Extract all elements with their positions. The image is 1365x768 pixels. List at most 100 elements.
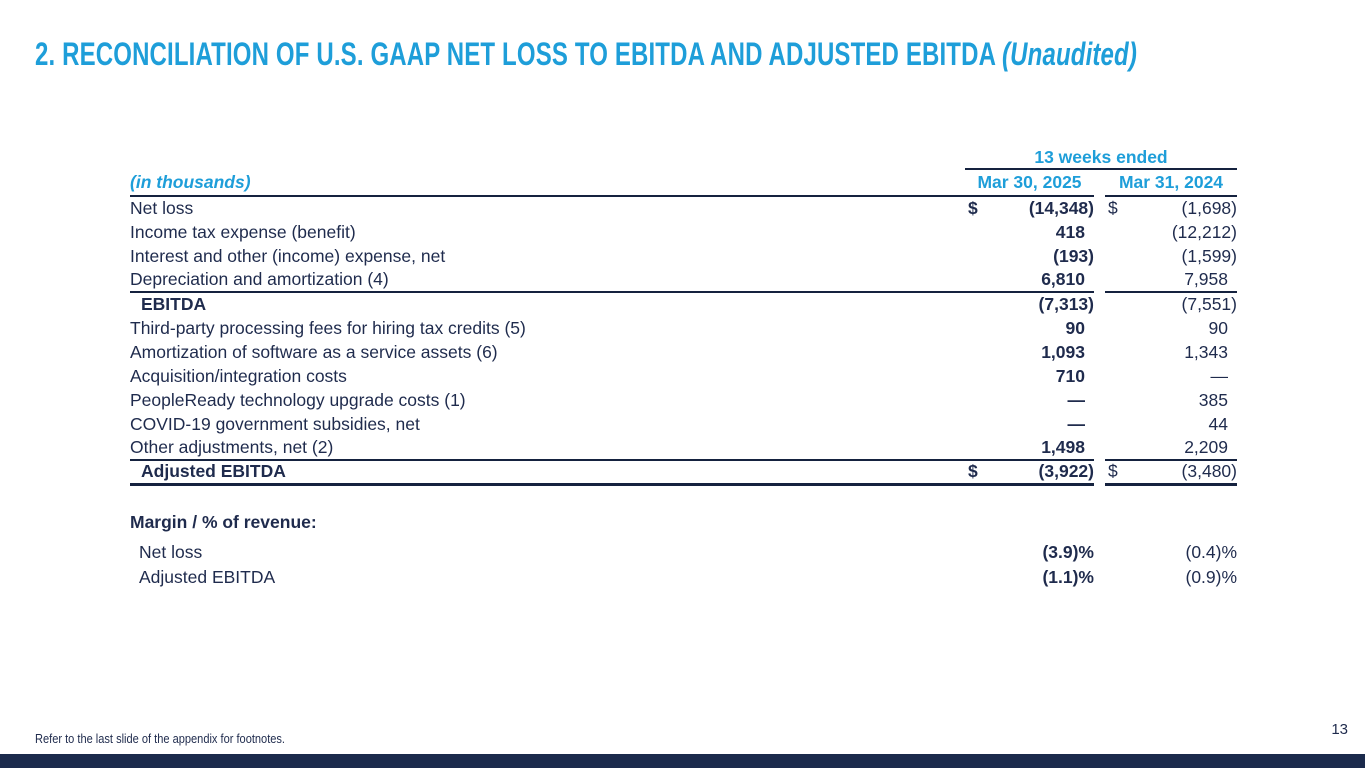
column-gap: [1094, 388, 1105, 412]
value-2024: (7,551): [1181, 294, 1237, 314]
row-label: Net loss: [130, 198, 194, 218]
value-2024: (0.9)%: [1185, 567, 1238, 587]
row-label: COVID-19 government subsidies, net: [130, 413, 420, 434]
table-row-peopleready-upgrade: PeopleReady technology upgrade costs (1)…: [130, 388, 1237, 412]
dollar-sign-2025: [965, 412, 995, 436]
row-label: Depreciation and amortization (4): [130, 268, 965, 293]
value-2024: —: [1210, 365, 1229, 386]
value-2025: 418: [1055, 221, 1085, 242]
value-2024: (12,212): [1171, 221, 1237, 242]
dollar-sign-2024: [1105, 340, 1137, 364]
margin-row-net-loss: Net loss (3.9)% (0.4)%: [130, 540, 1237, 565]
column-gap: [1094, 460, 1105, 484]
value-2024: 385: [1198, 389, 1228, 410]
column-header-2024: Mar 31, 2024: [1105, 169, 1237, 197]
column-gap: [1094, 268, 1105, 292]
value-2025: 6,810: [995, 268, 1094, 293]
page-title: 2. RECONCILIATION OF U.S. GAAP NET LOSS …: [35, 36, 1137, 73]
table-row-interest: Interest and other (income) expense, net…: [130, 244, 1237, 268]
table-row-income-tax: Income tax expense (benefit) 418 (12,212…: [130, 220, 1237, 244]
value-2025: (193): [1053, 245, 1094, 266]
dollar-sign-2025: $: [965, 460, 995, 486]
column-gap: [1094, 220, 1105, 244]
margin-heading-row: Margin / % of revenue:: [130, 508, 1237, 540]
value-2025: (3,922): [995, 460, 1094, 486]
row-label: Amortization of software as a service as…: [130, 341, 498, 362]
value-2024: 2,209: [1137, 436, 1237, 461]
column-gap: [1094, 169, 1105, 196]
value-2024: 90: [1208, 317, 1228, 338]
spacer-cell: [1105, 565, 1137, 590]
spacer-cell: [1105, 540, 1137, 565]
dollar-sign-2025: [965, 364, 995, 388]
column-gap: [1094, 412, 1105, 436]
value-2025: (3.9)%: [1042, 542, 1094, 562]
column-gap: [1094, 364, 1105, 388]
table-row-other-adjustments: Other adjustments, net (2) 1,498 2,209: [130, 436, 1237, 461]
column-header-row: (in thousands) Mar 30, 2025 Mar 31, 2024: [130, 169, 1237, 197]
table-row-third-party-fees: Third-party processing fees for hiring t…: [130, 316, 1237, 340]
row-label: Acquisition/integration costs: [130, 365, 347, 386]
table-row-covid-subsidies: COVID-19 government subsidies, net — 44: [130, 412, 1237, 436]
dollar-sign-2025: [965, 316, 995, 340]
value-2025: (7,313): [1038, 294, 1094, 314]
column-gap: [1094, 292, 1105, 316]
column-gap: [1094, 316, 1105, 340]
column-gap: [1094, 436, 1105, 460]
column-gap: [1094, 244, 1105, 268]
column-gap: [1094, 340, 1105, 364]
column-gap: [1094, 196, 1105, 220]
value-2025: (1.1)%: [1042, 567, 1094, 587]
table-row-saas-amortization: Amortization of software as a service as…: [130, 340, 1237, 364]
dollar-sign-2025: [965, 244, 995, 268]
margin-heading: Margin / % of revenue:: [130, 512, 317, 532]
row-label: Adjusted EBITDA: [139, 567, 276, 587]
dollar-sign-2025: [965, 268, 995, 293]
period-header: 13 weeks ended: [965, 147, 1237, 170]
dollar-sign-2024: [1105, 436, 1137, 461]
column-gap: [1094, 540, 1105, 565]
row-label: Interest and other (income) expense, net: [130, 245, 446, 266]
footnote: Refer to the last slide of the appendix …: [35, 731, 286, 746]
dollar-sign-2024: [1105, 388, 1137, 412]
dollar-sign-2025: [965, 220, 995, 244]
unit-note: (in thousands): [130, 169, 965, 197]
dollar-sign-2024: [1105, 268, 1137, 293]
value-2025: —: [1067, 389, 1086, 410]
row-label: Net loss: [139, 542, 203, 562]
table-row-ebitda: EBITDA (7,313) (7,551): [130, 292, 1237, 316]
dollar-sign-2025: [965, 340, 995, 364]
table-row-net-loss: Net loss $ (14,348) $ (1,698): [130, 196, 1237, 220]
value-2024: (3,480): [1137, 460, 1237, 486]
period-header-row: 13 weeks ended: [130, 147, 1237, 170]
value-2025: 1,093: [1041, 341, 1085, 362]
row-label: EBITDA: [141, 294, 207, 314]
dollar-sign-2024: $: [1108, 198, 1118, 218]
value-2025: 1,498: [995, 436, 1094, 461]
value-2024: 7,958: [1137, 268, 1237, 293]
dollar-sign-2024: [1105, 244, 1137, 268]
value-2024: 44: [1208, 413, 1228, 434]
spacer-cell: [965, 540, 995, 565]
page-title-unaudited: (Unaudited): [1002, 36, 1137, 72]
bottom-bar: [0, 754, 1365, 768]
row-label: Other adjustments, net (2): [130, 436, 965, 461]
dollar-sign-2025: [965, 436, 995, 461]
column-gap: [1094, 565, 1105, 590]
value-2024: (0.4)%: [1185, 542, 1238, 562]
margin-section: Margin / % of revenue: Net loss (3.9)% (…: [130, 508, 1237, 590]
table-row-acquisition-costs: Acquisition/integration costs 710 —: [130, 364, 1237, 388]
value-2024: (1,599): [1181, 245, 1237, 266]
dollar-sign-2024: [1105, 364, 1137, 388]
dollar-sign-2025: [965, 292, 995, 316]
dollar-sign-2024: $: [1105, 460, 1137, 486]
row-label: Income tax expense (benefit): [130, 221, 356, 242]
spacer-cell: [130, 147, 965, 169]
spacer-cell: [965, 565, 995, 590]
dollar-sign-2025: [965, 388, 995, 412]
table-row-adjusted-ebitda: Adjusted EBITDA $ (3,922) $ (3,480): [130, 460, 1237, 486]
dollar-sign-2024: [1105, 316, 1137, 340]
value-2025: 710: [1055, 365, 1085, 386]
value-2024: 1,343: [1184, 341, 1228, 362]
column-header-2025: Mar 30, 2025: [965, 169, 1094, 197]
